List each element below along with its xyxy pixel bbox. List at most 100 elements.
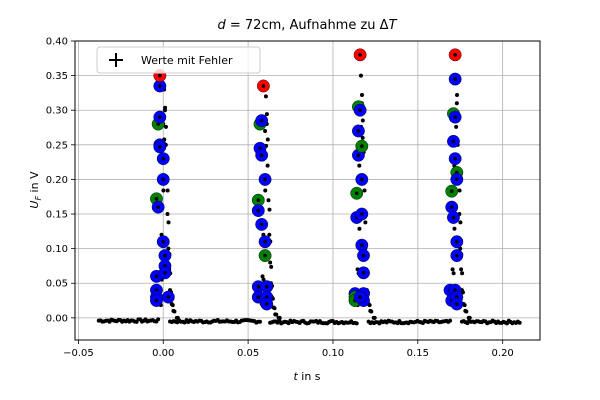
marker-center-dot: [455, 253, 459, 258]
marker-center-dot: [451, 215, 456, 220]
legend-box: [96, 46, 261, 74]
sample-point: [357, 163, 362, 168]
marker-center-dot: [256, 295, 261, 299]
sample-point: [450, 267, 455, 272]
sample-point: [369, 309, 374, 314]
marker-center-dot: [356, 153, 361, 157]
sample-point: [360, 118, 365, 123]
y-axis-label-var: U: [28, 201, 41, 209]
marker-center-dot: [154, 197, 159, 201]
marker-center-dot: [163, 271, 167, 275]
sample-point: [451, 271, 456, 276]
sample-point: [268, 260, 273, 265]
sample-point: [454, 124, 459, 129]
marker-center-dot: [453, 115, 457, 119]
marker-center-dot: [453, 156, 457, 161]
sample-point: [170, 303, 175, 308]
sample-point: [354, 321, 359, 326]
marker-center-dot: [264, 284, 269, 289]
sample-point: [464, 309, 469, 314]
sample-point: [359, 92, 364, 97]
y-tick-label: 0.25: [46, 140, 68, 151]
sample-point: [274, 312, 279, 317]
sample-point: [360, 135, 365, 140]
sample-point: [267, 232, 272, 237]
marker-center-dot: [455, 302, 459, 306]
marker-center-dot: [358, 53, 362, 57]
chart-title: d = 72cm, Aufnahme zu ΔT: [217, 18, 397, 33]
marker-center-dot: [360, 144, 364, 148]
sample-point: [269, 264, 274, 269]
y-tick-label: 0.35: [46, 71, 68, 82]
x-axis-ticks: −0.05 0.00 0.05 0.10 0.15 0.20: [63, 340, 514, 359]
sample-point: [467, 315, 472, 320]
marker-center-dot: [161, 239, 166, 244]
y-tick-label: 0.40: [46, 37, 68, 48]
marker-center-dot: [166, 295, 171, 299]
y-tick-label: 0.30: [46, 106, 68, 117]
marker-center-dot: [156, 205, 160, 209]
sample-point: [452, 226, 457, 231]
sample-point: [372, 315, 377, 320]
marker-center-dot: [158, 73, 162, 78]
marker-center-dot: [264, 302, 269, 306]
y-tick-label: 0.00: [46, 313, 68, 324]
sample-point: [459, 267, 464, 272]
marker-center-dot: [455, 177, 459, 182]
x-tick-label: 0.15: [407, 348, 429, 359]
marker-center-dot: [256, 284, 261, 289]
marker-center-dot: [455, 239, 459, 244]
marker-center-dot: [259, 118, 264, 123]
sample-point: [162, 108, 167, 113]
marker-center-dot: [451, 139, 456, 144]
sample-point: [357, 226, 362, 231]
title-eq: = 72cm, Aufnahme zu Δ: [226, 18, 389, 33]
sample-point: [358, 73, 363, 78]
y-axis-label-unit: in V: [28, 171, 41, 196]
marker-center-dot: [158, 145, 162, 149]
y-axis-ticks: 0.00 0.05 0.10 0.15 0.20 0.25 0.30 0.35 0.40: [46, 37, 75, 324]
y-tick-label: 0.15: [46, 210, 68, 221]
sample-point: [458, 220, 463, 225]
sample-point: [165, 188, 170, 193]
sample-point: [261, 277, 266, 282]
marker-center-dot: [356, 129, 361, 133]
marker-points: [150, 48, 464, 311]
marker-center-dot: [263, 239, 267, 244]
sample-point: [265, 137, 270, 142]
sample-point: [462, 303, 467, 308]
x-tick-label: 0.00: [152, 348, 174, 359]
sample-point: [517, 320, 522, 325]
sample-point: [457, 188, 462, 193]
marker-center-dot: [256, 198, 261, 202]
sample-point: [460, 271, 465, 276]
marker-center-dot: [158, 84, 162, 88]
marker-center-dot: [449, 189, 454, 193]
legend-plus-icon: [109, 53, 123, 67]
marker-center-dot: [360, 177, 364, 182]
sample-point: [260, 274, 265, 279]
legend: Werte mit Fehler: [96, 46, 261, 74]
marker-center-dot: [161, 177, 166, 182]
sample-point: [161, 188, 166, 193]
marker-center-dot: [256, 208, 261, 213]
marker-center-dot: [263, 253, 267, 258]
sample-point: [166, 220, 171, 225]
sample-point: [362, 188, 367, 193]
sample-point: [272, 306, 277, 311]
sample-point: [257, 319, 262, 324]
plot-frame: [74, 40, 541, 341]
y-tick-label: 0.20: [46, 175, 68, 186]
sample-point: [172, 309, 177, 314]
x-tick-label: −0.05: [63, 348, 94, 359]
sample-point: [455, 92, 460, 97]
sample-point: [156, 317, 161, 322]
x-axis-label-var: t: [293, 370, 298, 383]
sample-point: [454, 101, 459, 106]
marker-center-dot: [154, 274, 159, 279]
marker-center-dot: [453, 77, 457, 81]
marker-center-dot: [263, 177, 267, 182]
x-axis-label: t in s: [293, 370, 320, 383]
marker-center-dot: [259, 222, 264, 227]
